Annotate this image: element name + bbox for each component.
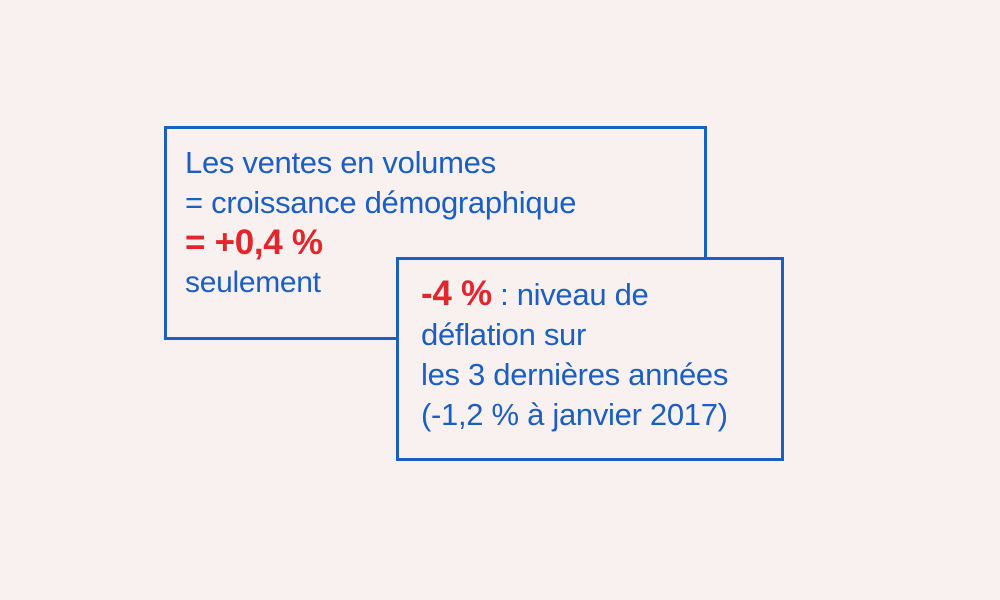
volume-growth-value: = +0,4 % <box>185 223 323 262</box>
deflation-line-1-text: : niveau de <box>491 277 649 312</box>
volume-sales-line-4: seulement <box>185 266 321 299</box>
deflation-value: -4 % <box>421 274 492 313</box>
deflation-line-2: déflation sur <box>421 317 586 352</box>
deflation-line-3: les 3 dernières années <box>421 357 729 392</box>
deflation-box: -4 % : niveau de déflation sur les 3 der… <box>396 257 784 461</box>
volume-sales-line-1: Les ventes en volumes <box>185 145 496 180</box>
volume-sales-line-2: = croissance démographique <box>185 185 577 220</box>
deflation-line-4: (-1,2 % à janvier 2017) <box>421 397 728 432</box>
deflation-line-1: -4 % : niveau de <box>421 274 781 315</box>
volume-sales-box: Les ventes en volumes = croissance démog… <box>164 126 707 340</box>
